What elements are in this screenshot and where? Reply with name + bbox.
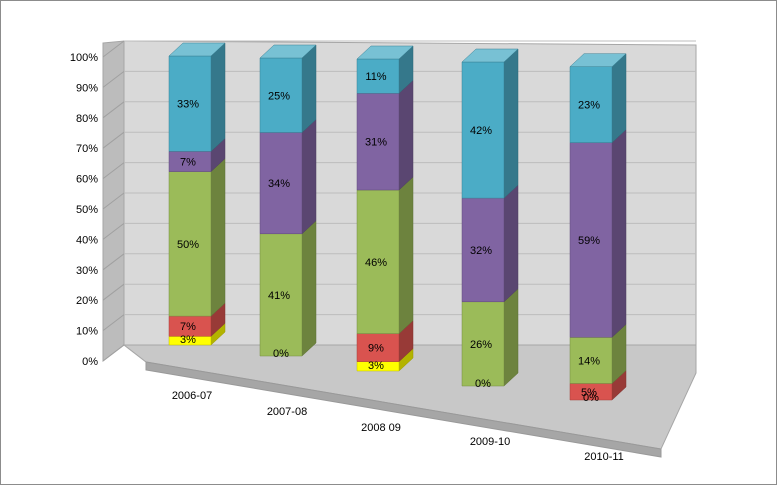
- bar-top: [168, 42, 226, 57]
- bar-top: [461, 48, 519, 63]
- bar-top: [356, 45, 414, 60]
- x-tick-label: 2009-10: [470, 436, 510, 448]
- y-tick-label: 40%: [76, 234, 98, 246]
- data-label: 32%: [470, 245, 492, 257]
- data-label: 33%: [177, 99, 199, 111]
- bar-side: [301, 44, 317, 134]
- bar-top: [259, 44, 317, 59]
- y-tick-label: 30%: [76, 265, 98, 277]
- x-axis-ticks: 2006-07 2007-08 2008 09 2009-10 2010-11: [172, 390, 624, 463]
- y-tick-label: 100%: [70, 52, 98, 64]
- bars: [168, 42, 627, 401]
- bar-side: [210, 158, 226, 317]
- bar-top: [569, 53, 627, 67]
- bar-side: [398, 79, 414, 191]
- data-label: 11%: [365, 71, 386, 83]
- y-tick-label: 90%: [76, 82, 98, 94]
- y-tick-label: 20%: [76, 295, 98, 307]
- bar-side: [398, 176, 414, 335]
- y-tick-label: 50%: [76, 204, 98, 216]
- bar-side: [503, 48, 519, 199]
- data-label: 41%: [268, 290, 290, 302]
- side-gridline: [102, 71, 125, 88]
- data-labels: 3%7%50%7%33%0%41%34%25%3%9%46%31%11%0%26…: [177, 71, 600, 404]
- data-label: 34%: [268, 178, 290, 190]
- data-label: 23%: [578, 100, 600, 112]
- data-label: 7%: [180, 321, 196, 333]
- y-tick-label: 70%: [76, 143, 98, 155]
- bar-side: [611, 53, 627, 144]
- data-label: 0%: [583, 392, 599, 404]
- floor-edge: [145, 361, 662, 458]
- side-gridline: [102, 162, 125, 179]
- side-gridline: [102, 314, 125, 331]
- data-label: 9%: [368, 343, 384, 355]
- bar-side: [611, 129, 627, 338]
- x-tick-label: 2010-11: [584, 451, 624, 463]
- x-tick-label: 2008 09: [361, 422, 401, 434]
- data-label: 25%: [268, 90, 290, 102]
- side-gridline: [102, 344, 125, 362]
- side-gridline: [102, 40, 125, 58]
- data-label: 59%: [578, 235, 600, 247]
- y-tick-label: 60%: [76, 174, 98, 186]
- y-tick-label: 80%: [76, 113, 98, 125]
- bar-side: [301, 118, 317, 235]
- side-gridline: [102, 101, 125, 119]
- y-axis-ticks: 0% 10% 20% 30% 40% 50% 60% 70% 80% 90% 100%: [70, 52, 98, 368]
- data-label: 0%: [273, 348, 289, 360]
- side-gridline: [102, 253, 125, 271]
- data-label: 0%: [475, 378, 491, 390]
- data-label: 46%: [365, 257, 387, 269]
- bar-side: [503, 288, 519, 387]
- data-label: 7%: [180, 156, 196, 168]
- side-gridline: [102, 283, 125, 301]
- data-label: 50%: [177, 239, 199, 251]
- data-label: 3%: [180, 334, 196, 346]
- data-label: 3%: [368, 360, 384, 372]
- data-label: 26%: [470, 339, 492, 351]
- x-tick-label: 2006-07: [172, 390, 212, 402]
- side-gridline: [102, 192, 125, 210]
- data-label: 42%: [470, 125, 492, 137]
- side-gridline: [102, 131, 125, 149]
- bar-side: [503, 184, 519, 303]
- data-label: 14%: [578, 355, 600, 367]
- side-gridline: [102, 223, 125, 240]
- y-tick-label: 10%: [76, 326, 98, 338]
- x-tick-label: 2007-08: [267, 406, 307, 418]
- bar-side: [301, 220, 317, 357]
- data-label: 31%: [365, 137, 387, 149]
- data-label: 5%: [581, 387, 597, 399]
- y-tick-label: 0%: [82, 356, 98, 368]
- bar-side: [210, 42, 226, 152]
